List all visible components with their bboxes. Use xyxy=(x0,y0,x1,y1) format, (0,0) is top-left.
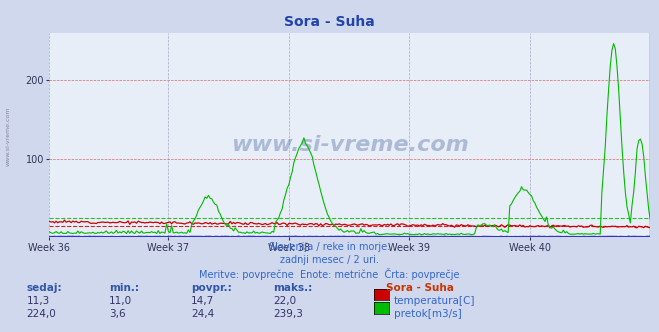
Text: Sora - Suha: Sora - Suha xyxy=(386,283,453,293)
Text: 224,0: 224,0 xyxy=(26,309,56,319)
Text: povpr.:: povpr.: xyxy=(191,283,232,293)
Text: 11,0: 11,0 xyxy=(109,296,132,306)
Text: 14,7: 14,7 xyxy=(191,296,214,306)
Text: 24,4: 24,4 xyxy=(191,309,214,319)
Text: 11,3: 11,3 xyxy=(26,296,49,306)
Text: temperatura[C]: temperatura[C] xyxy=(394,296,476,306)
Text: 239,3: 239,3 xyxy=(273,309,303,319)
Text: www.si-vreme.com: www.si-vreme.com xyxy=(231,135,469,155)
Text: pretok[m3/s]: pretok[m3/s] xyxy=(394,309,462,319)
Text: www.si-vreme.com: www.si-vreme.com xyxy=(5,106,11,166)
Text: 22,0: 22,0 xyxy=(273,296,297,306)
Text: Slovenija / reke in morje.: Slovenija / reke in morje. xyxy=(269,242,390,252)
Text: 3,6: 3,6 xyxy=(109,309,125,319)
Text: maks.:: maks.: xyxy=(273,283,313,293)
Text: Sora - Suha: Sora - Suha xyxy=(284,15,375,29)
Text: min.:: min.: xyxy=(109,283,139,293)
Text: sedaj:: sedaj: xyxy=(26,283,62,293)
Text: zadnji mesec / 2 uri.: zadnji mesec / 2 uri. xyxy=(280,255,379,265)
Text: Meritve: povprečne  Enote: metrične  Črta: povprečje: Meritve: povprečne Enote: metrične Črta:… xyxy=(199,268,460,280)
